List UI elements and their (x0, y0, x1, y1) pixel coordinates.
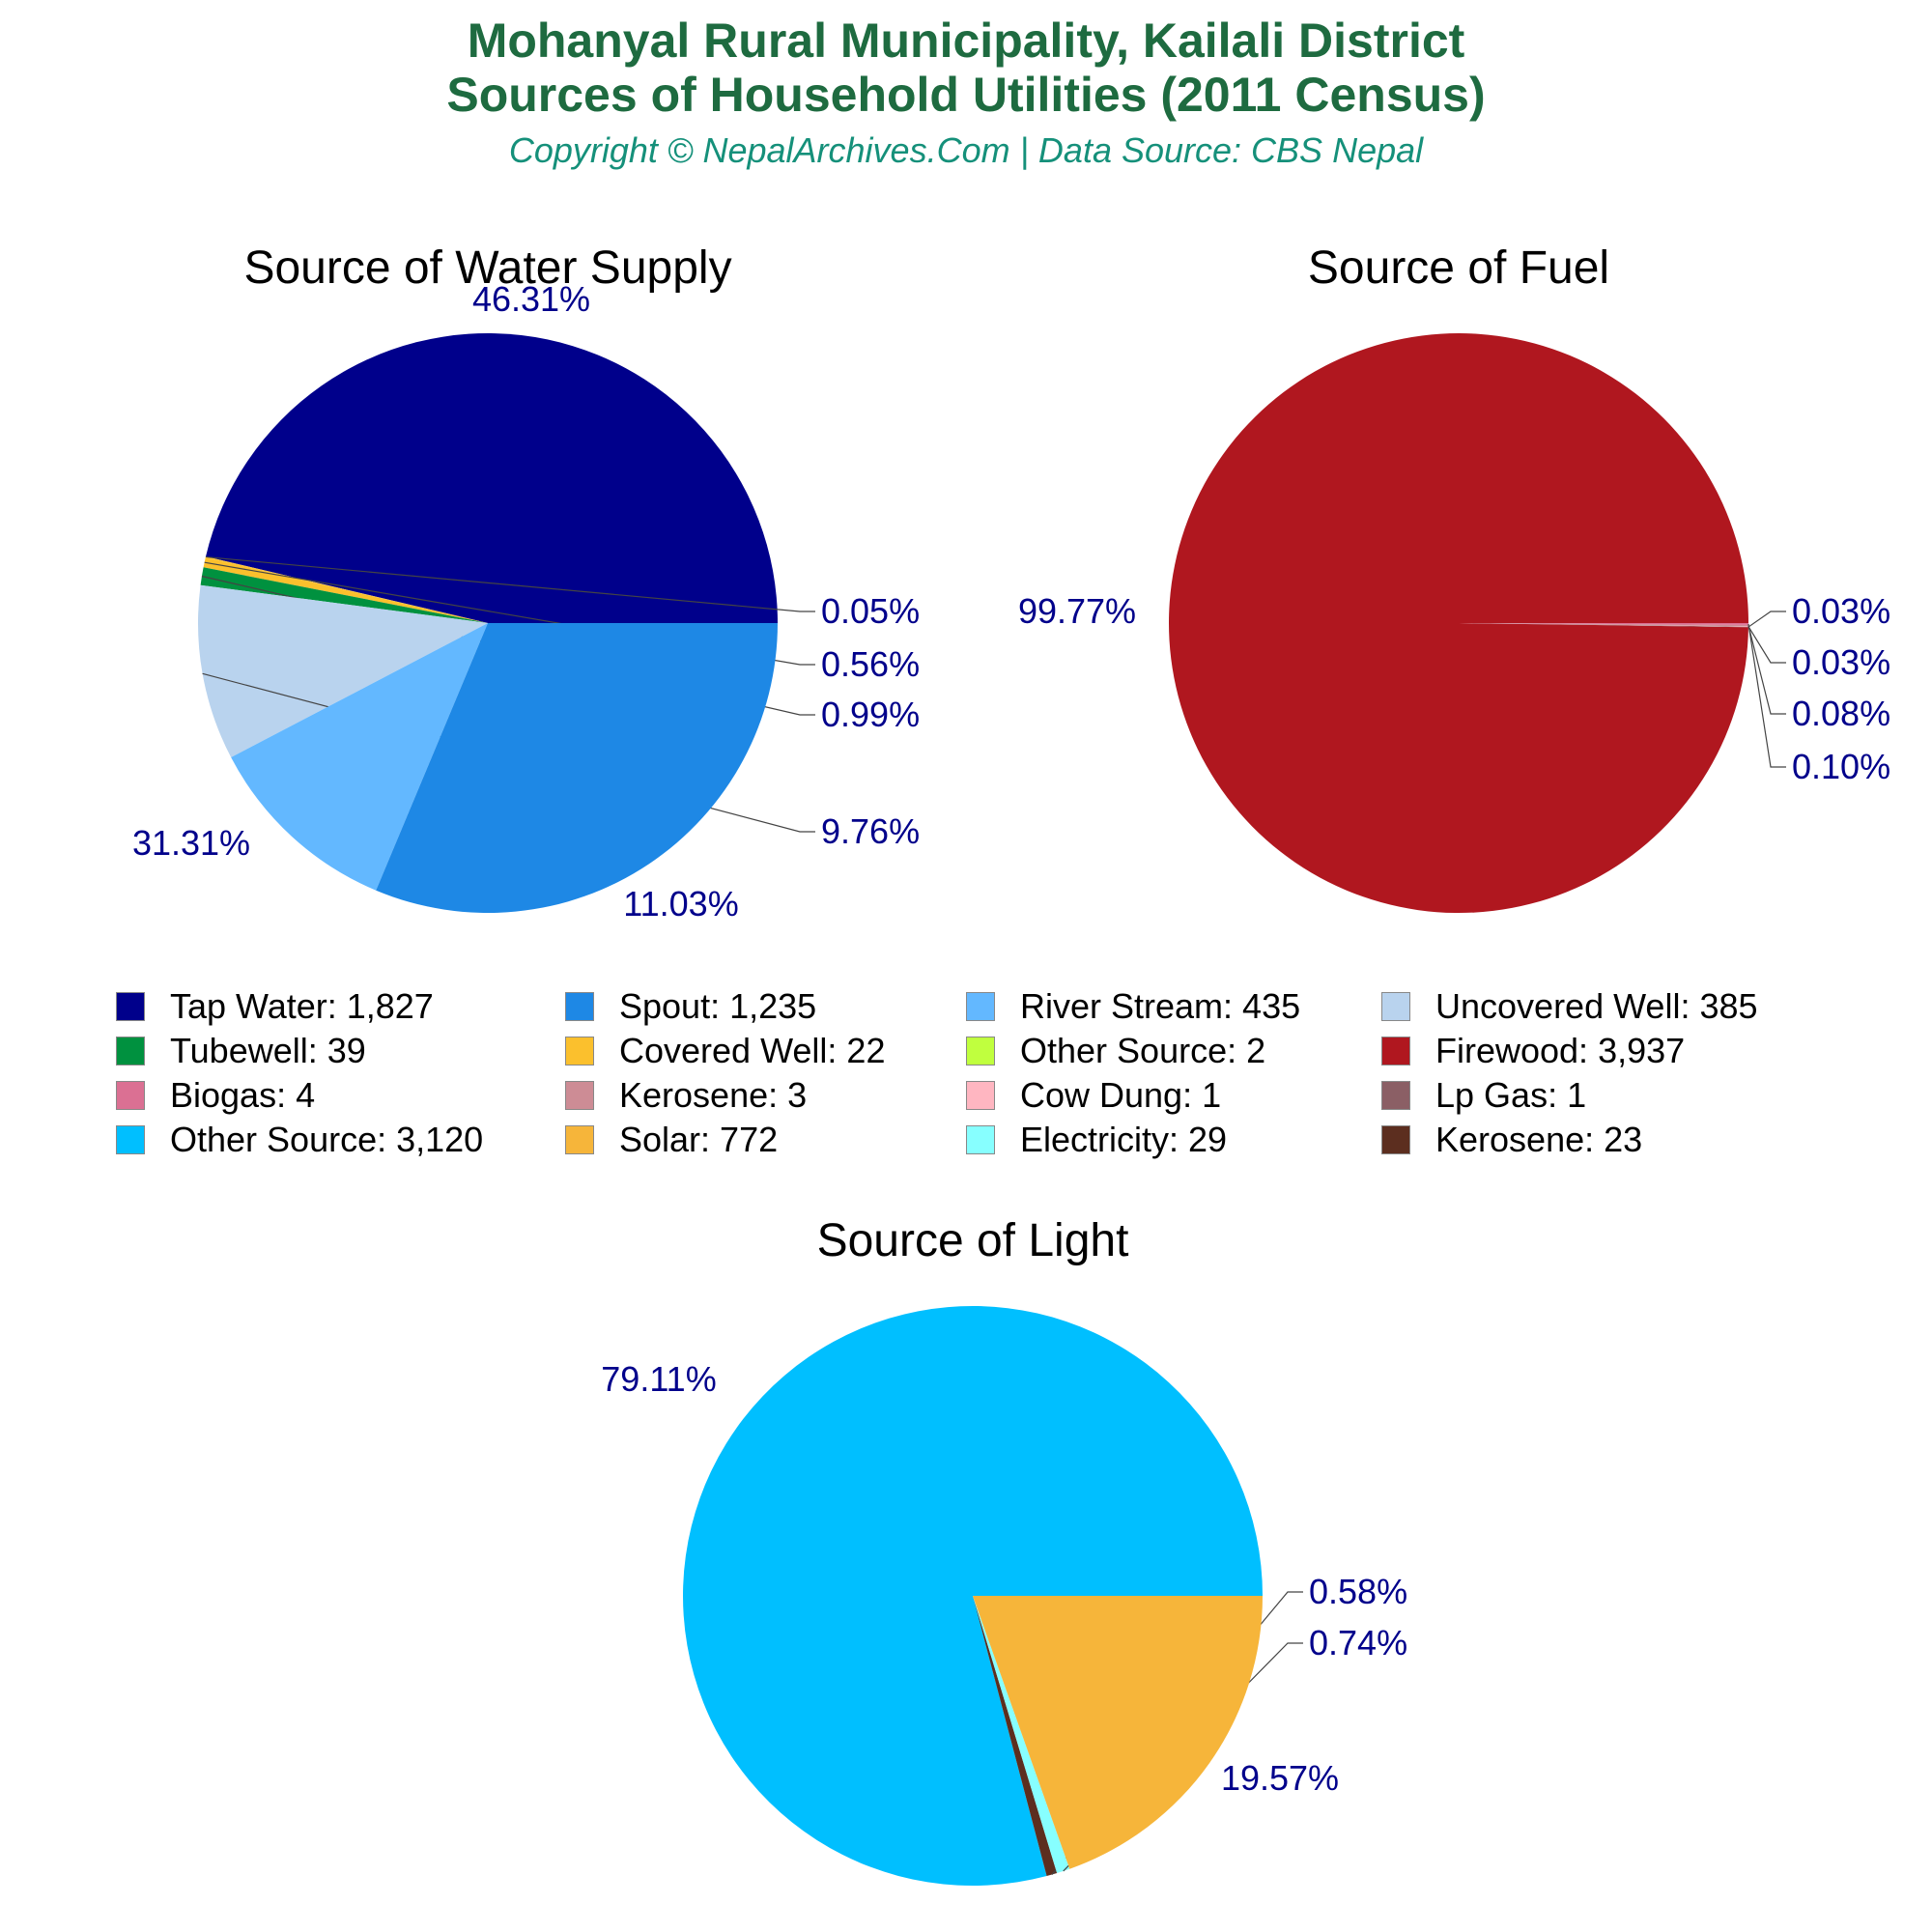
legend-swatch (1381, 1037, 1410, 1065)
legend-item: Lp Gas: 1 (1381, 1074, 1586, 1117)
legend-label: Spout: 1,235 (619, 986, 817, 1026)
legend-swatch (966, 992, 995, 1021)
legend-label: Tap Water: 1,827 (170, 986, 434, 1026)
legend-label: Solar: 772 (619, 1120, 779, 1159)
legend-label: Biogas: 4 (170, 1075, 316, 1115)
legend-item: Firewood: 3,937 (1381, 1030, 1685, 1072)
label-leader-line (1747, 623, 1786, 768)
legend-item: Kerosene: 23 (1381, 1119, 1642, 1161)
header: Mohanyal Rural Municipality, Kailali Dis… (0, 14, 1932, 172)
pie-slice (198, 584, 489, 758)
slice-percent-label: 31.31% (132, 823, 250, 863)
legend-swatch (966, 1125, 995, 1154)
legend-label: Kerosene: 3 (619, 1075, 808, 1115)
slice-percent-label: 46.31% (472, 279, 590, 319)
legend-swatch (966, 1081, 995, 1110)
pie-chart-2: Source of Fuel 99.77% 0.03% 0.03% 0.08% 0.10% (1018, 242, 1890, 914)
label-leader-line (1747, 626, 1786, 664)
legend-swatch (116, 1125, 145, 1154)
legend-item: Tap Water: 1,827 (116, 985, 434, 1028)
legend-swatch (565, 1125, 594, 1154)
legend-swatch (966, 1037, 995, 1065)
slice-percent-label: 9.76% (821, 811, 920, 851)
slice-percent-label: 0.03% (1792, 591, 1890, 631)
legend-item: Solar: 772 (565, 1119, 778, 1161)
pie-slice (973, 1596, 1263, 1869)
chart-title-line-2: Sources of Household Utilities (2011 Cen… (446, 68, 1486, 122)
slice-percent-label: 79.11% (601, 1359, 716, 1399)
legend-label: Firewood: 3,937 (1435, 1031, 1686, 1070)
pie-slice (1459, 623, 1748, 628)
slice-percent-label: 0.10% (1792, 747, 1890, 786)
legend-label: River Stream: 435 (1020, 986, 1301, 1026)
legend-label: Uncovered Well: 385 (1435, 986, 1758, 1026)
label-leader-line (1747, 611, 1786, 628)
legend-item: Electricity: 29 (966, 1119, 1227, 1161)
legend-label: Electricity: 29 (1020, 1120, 1228, 1159)
legend-swatch (116, 992, 145, 1021)
legend-item: River Stream: 435 (966, 985, 1300, 1028)
slice-percent-label: 11.03% (623, 884, 738, 923)
slice-percent-label: 0.05% (821, 591, 920, 631)
legend-swatch (565, 1081, 594, 1110)
legend-swatch (565, 1037, 594, 1065)
pie-title: Source of Fuel (1308, 242, 1609, 294)
pie-slice (682, 1305, 1263, 1886)
legend-item: Biogas: 4 (116, 1074, 315, 1117)
label-leader-line (205, 555, 815, 612)
legend-label: Covered Well: 22 (619, 1031, 886, 1070)
label-leader-line (1747, 625, 1786, 715)
pie-slice (973, 1596, 1070, 1874)
pie-slice (205, 556, 489, 623)
legend-item: Cow Dung: 1 (966, 1074, 1221, 1117)
legend-label: Cow Dung: 1 (1020, 1075, 1222, 1115)
legend-swatch (1381, 1081, 1410, 1110)
chart-subtitle: Copyright © NepalArchives.Com | Data Sou… (508, 130, 1424, 170)
pie-slice (376, 623, 778, 913)
slice-percent-label: 0.99% (821, 695, 920, 734)
slice-percent-label: 19.57% (1221, 1758, 1339, 1798)
legend-swatch (1381, 1125, 1410, 1154)
slice-percent-label: 0.03% (1792, 642, 1890, 682)
pie-slice (1459, 623, 1748, 625)
legend-item: Other Source: 3,120 (116, 1119, 483, 1161)
pie-slice (231, 623, 488, 891)
legend-swatch (116, 1037, 145, 1065)
slice-percent-label: 0.56% (821, 644, 920, 684)
slice-percent-label: 99.77% (1018, 591, 1136, 631)
pie-slice (206, 333, 778, 623)
legend-item: Tubewell: 39 (116, 1030, 366, 1072)
legend-label: Tubewell: 39 (170, 1031, 366, 1070)
slice-percent-label: 0.58% (1309, 1572, 1407, 1611)
slice-percent-label: 0.08% (1792, 694, 1890, 733)
legend-label: Other Source: 2 (1020, 1031, 1266, 1070)
legend-label: Lp Gas: 1 (1435, 1075, 1587, 1115)
slice-percent-label: 0.74% (1309, 1623, 1407, 1662)
legend-item: Kerosene: 3 (565, 1074, 807, 1117)
pie-slice (1459, 623, 1748, 627)
pie-slice (1459, 623, 1748, 627)
legend-item: Covered Well: 22 (565, 1030, 885, 1072)
pie-chart-3: Source of Light 79.11% 0.58% 0.74% 19.57% (601, 1215, 1407, 1886)
pie-slice (973, 1596, 1058, 1877)
pie-slice (1168, 333, 1748, 914)
legend-item: Other Source: 2 (966, 1030, 1265, 1072)
legend-swatch (1381, 992, 1410, 1021)
chart-title-line-1: Mohanyal Rural Municipality, Kailali Dis… (467, 14, 1465, 68)
legend-label: Kerosene: 23 (1435, 1120, 1643, 1159)
pie-title: Source of Water Supply (243, 242, 731, 294)
legend-swatch (116, 1081, 145, 1110)
legend-label: Other Source: 3,120 (170, 1120, 484, 1159)
pie-title: Source of Light (817, 1215, 1129, 1266)
label-leader-line (204, 561, 815, 666)
legend-swatch (565, 992, 594, 1021)
legend-item: Spout: 1,235 (565, 985, 816, 1028)
pie-slice (200, 567, 488, 623)
legend-item: Uncovered Well: 385 (1381, 985, 1758, 1028)
